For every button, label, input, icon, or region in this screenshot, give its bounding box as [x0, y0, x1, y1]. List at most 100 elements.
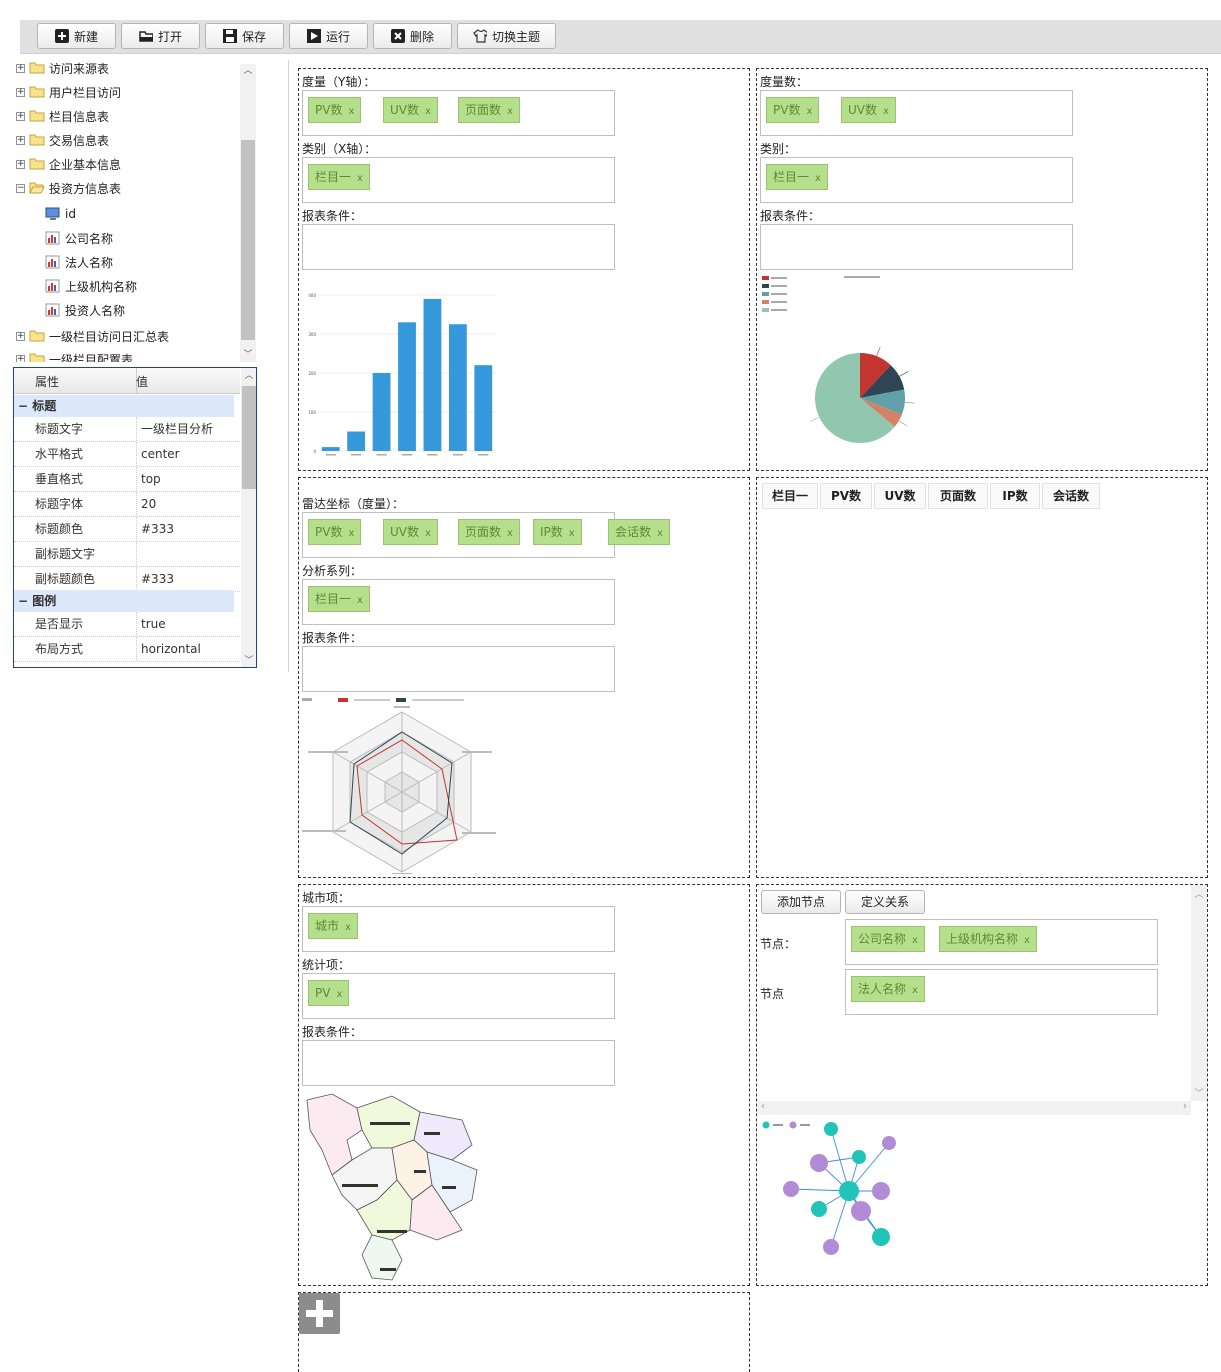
tree-item[interactable]: + 栏目信息表	[16, 106, 109, 126]
theme-button[interactable]: 切换主题	[457, 23, 556, 49]
node-dropzone[interactable]: 公司名称 x 上级机构名称 x	[845, 919, 1158, 965]
scroll-right-icon[interactable]: ›	[1183, 1101, 1187, 1112]
table-header-cell[interactable]: 会话数	[1042, 483, 1100, 509]
property-value[interactable]: true	[136, 612, 240, 636]
remove-tag-icon[interactable]: x	[912, 985, 918, 996]
remove-tag-icon[interactable]: x	[357, 595, 363, 606]
tree-child[interactable]: 投资人名称	[45, 300, 125, 320]
property-value[interactable]: 一级栏目分析	[136, 417, 240, 441]
field-tag[interactable]: 法人名称 x	[851, 976, 925, 1002]
y-axis-dropzone[interactable]: PV数 x UV数 x 页面数 x	[302, 90, 615, 136]
new-button[interactable]: 新建	[37, 23, 116, 49]
remove-tag-icon[interactable]: x	[357, 173, 363, 184]
field-tag[interactable]: 页面数 x	[458, 519, 520, 545]
expand-icon[interactable]: +	[16, 134, 25, 145]
radar-axis-dropzone[interactable]: PV数 x UV数 x 页面数 x IP数 x 会话数 x	[302, 512, 670, 558]
series-dropzone[interactable]: 栏目一 x	[302, 579, 615, 625]
scroll-left-icon[interactable]: ‹	[761, 1101, 765, 1112]
define-relation-button[interactable]: 定义关系	[845, 890, 925, 914]
tree-child[interactable]: 法人名称	[45, 252, 113, 272]
tree-item[interactable]: + 访问来源表	[16, 60, 109, 78]
property-scrollbar[interactable]: ︿ ﹀	[241, 368, 256, 667]
property-group-title[interactable]: − 标题	[14, 395, 234, 417]
property-row[interactable]: 副标题文字	[14, 542, 240, 567]
add-node-button[interactable]: 添加节点	[761, 890, 841, 914]
graph-vertical-scrollbar[interactable]: ︿ ﹀	[1191, 885, 1207, 1101]
table-header-cell[interactable]: UV数	[874, 483, 926, 509]
tree-child[interactable]: 公司名称	[45, 228, 113, 248]
field-tag[interactable]: 栏目一 x	[766, 164, 828, 190]
remove-tag-icon[interactable]: x	[815, 173, 821, 184]
scroll-down-icon[interactable]: ﹀	[1194, 1089, 1204, 1099]
remove-tag-icon[interactable]: x	[348, 528, 355, 539]
remove-tag-icon[interactable]: x	[507, 528, 513, 539]
field-tag[interactable]: 上级机构名称 x	[939, 926, 1037, 952]
property-row[interactable]: 布局方式 horizontal	[14, 637, 240, 662]
collapse-icon[interactable]: −	[18, 594, 29, 608]
expand-icon[interactable]: +	[16, 158, 25, 169]
property-value[interactable]: #333	[136, 567, 240, 591]
tree-item[interactable]: + 企业基本信息	[16, 154, 121, 174]
scroll-up-icon[interactable]: ︿	[1194, 890, 1204, 900]
field-tag[interactable]: UV数 x	[383, 519, 438, 545]
table-header-cell[interactable]: 页面数	[928, 483, 988, 509]
property-row[interactable]: 副标题颜色 #333	[14, 567, 240, 592]
report-condition-field[interactable]	[302, 224, 615, 270]
remove-tag-icon[interactable]: x	[345, 922, 351, 933]
tree-item[interactable]: + 用户栏目访问	[16, 82, 121, 102]
field-tag[interactable]: UV数 x	[383, 97, 438, 123]
property-row[interactable]: 标题文字 一级栏目分析	[14, 417, 240, 442]
remove-tag-icon[interactable]: x	[657, 528, 663, 539]
remove-tag-icon[interactable]: x	[425, 106, 431, 117]
field-tag[interactable]: 公司名称 x	[851, 926, 925, 952]
remove-tag-icon[interactable]: x	[912, 935, 918, 946]
remove-tag-icon[interactable]: x	[507, 106, 513, 117]
property-value[interactable]: #333	[136, 517, 240, 541]
remove-tag-icon[interactable]: x	[348, 106, 355, 117]
stat-dropzone[interactable]: PV x	[302, 973, 615, 1019]
expand-icon[interactable]: +	[16, 110, 25, 121]
property-value[interactable]: horizontal	[136, 637, 240, 661]
expand-icon[interactable]: +	[16, 86, 25, 97]
tree-child[interactable]: id	[45, 204, 76, 224]
remove-tag-icon[interactable]: x	[336, 989, 343, 1000]
tree-item[interactable]: + 一级栏目配置表	[16, 349, 133, 362]
field-tag[interactable]: 页面数 x	[458, 97, 520, 123]
field-tag[interactable]: UV数 x	[841, 97, 896, 123]
collapse-icon[interactable]: −	[18, 399, 29, 413]
property-row[interactable]: 垂直格式 top	[14, 467, 240, 492]
remove-tag-icon[interactable]: x	[806, 106, 813, 117]
tree-item[interactable]: + 交易信息表	[16, 130, 109, 150]
measure-dropzone[interactable]: PV数 x UV数 x	[760, 90, 1073, 136]
property-row[interactable]: 水平格式 center	[14, 442, 240, 467]
remove-tag-icon[interactable]: x	[425, 528, 431, 539]
tree-scrollbar[interactable]: ︿ ﹀	[240, 64, 256, 362]
field-tag[interactable]: IP数 x	[533, 519, 582, 545]
splitter[interactable]	[288, 60, 289, 672]
field-tag[interactable]: 栏目一 x	[308, 164, 370, 190]
property-row[interactable]: 标题字体 20	[14, 492, 240, 517]
open-button[interactable]: 打开	[121, 23, 200, 49]
field-tag[interactable]: 城市 x	[308, 913, 358, 939]
property-value[interactable]: 20	[136, 492, 240, 516]
field-tag[interactable]: PV数 x	[766, 97, 820, 123]
scroll-up-icon[interactable]: ︿	[244, 371, 254, 381]
field-tag[interactable]: PV数 x	[308, 519, 362, 545]
expand-icon[interactable]: +	[16, 62, 25, 73]
property-value[interactable]	[136, 542, 240, 566]
scroll-up-icon[interactable]: ︿	[243, 66, 253, 76]
property-value[interactable]: center	[136, 442, 240, 466]
category-dropzone[interactable]: 栏目一 x	[760, 157, 1073, 203]
run-button[interactable]: 运行	[289, 23, 368, 49]
property-group-legend[interactable]: − 图例	[14, 590, 234, 612]
property-row[interactable]: 是否显示 true	[14, 612, 240, 637]
scroll-down-icon[interactable]: ﹀	[244, 656, 254, 666]
report-condition-field[interactable]	[302, 646, 615, 692]
node-dropzone[interactable]: 法人名称 x	[845, 969, 1158, 1015]
field-tag[interactable]: 栏目一 x	[308, 586, 370, 612]
field-tag[interactable]: 会话数 x	[608, 519, 670, 545]
collapse-icon[interactable]: −	[16, 182, 25, 193]
add-widget-button[interactable]	[299, 1293, 340, 1334]
field-tag[interactable]: PV x	[308, 980, 350, 1006]
report-condition-field[interactable]	[302, 1040, 615, 1086]
